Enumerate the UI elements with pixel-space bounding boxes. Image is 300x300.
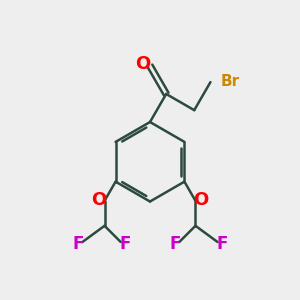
- Text: F: F: [169, 236, 181, 253]
- Text: F: F: [216, 236, 228, 253]
- Text: O: O: [135, 56, 150, 74]
- Text: F: F: [119, 236, 131, 253]
- Text: F: F: [72, 236, 84, 253]
- Text: Br: Br: [221, 74, 240, 89]
- Text: O: O: [92, 191, 107, 209]
- Text: O: O: [193, 191, 208, 209]
